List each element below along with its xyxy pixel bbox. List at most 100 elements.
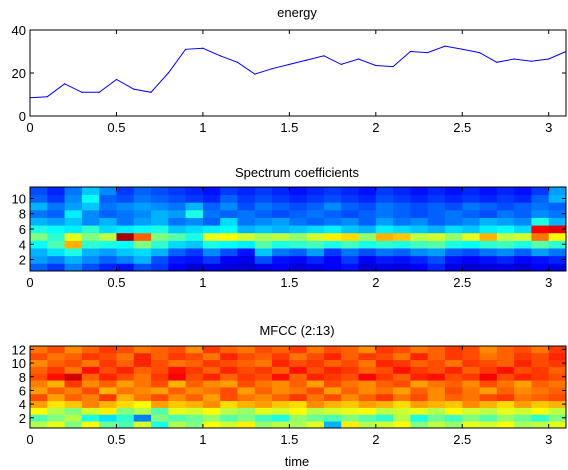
mfcc-cell <box>462 373 480 381</box>
spectrum-cell <box>323 225 342 234</box>
mfcc-cell <box>237 414 256 422</box>
spectrum-cell <box>410 194 429 203</box>
spectrum-cell <box>202 187 221 196</box>
spectrum-cell <box>462 194 480 203</box>
spectrum-cell <box>496 240 515 249</box>
spectrum-cell <box>81 255 100 264</box>
spectrum-x-tick-label: 3 <box>545 275 552 290</box>
spectrum-cell <box>462 202 480 211</box>
mfcc-cell <box>462 387 480 395</box>
spectrum-cell <box>323 248 342 257</box>
mfcc-cell <box>81 366 100 374</box>
mfcc-cell <box>272 421 290 429</box>
spectrum-cell <box>220 217 238 226</box>
spectrum-cell <box>47 255 65 264</box>
mfcc-cell <box>531 407 550 415</box>
mfcc-cell <box>237 380 256 388</box>
mfcc-y-tick-label: 6 <box>19 383 26 398</box>
spectrum-cell <box>151 255 169 264</box>
spectrum-cell <box>168 194 187 203</box>
mfcc-cell <box>306 359 325 367</box>
mfcc-cell <box>427 387 446 395</box>
mfcc-cell <box>47 407 65 415</box>
mfcc-cell <box>306 421 325 429</box>
spectrum-cell <box>47 194 65 203</box>
mfcc-cell <box>220 373 238 381</box>
spectrum-title: Spectrum coefficients <box>235 165 360 180</box>
spectrum-cell <box>375 240 394 249</box>
spectrum-cell <box>289 255 308 264</box>
spectrum-cell <box>323 187 342 196</box>
mfcc-cell <box>323 393 342 402</box>
spectrum-cell <box>358 217 377 226</box>
mfcc-cell <box>237 421 256 429</box>
spectrum-cell <box>444 248 463 257</box>
mfcc-cell <box>168 407 187 415</box>
spectrum-cell <box>116 209 135 218</box>
energy-point <box>254 73 256 75</box>
spectrum-cell <box>479 209 498 218</box>
spectrum-cell <box>151 202 169 211</box>
energy-point <box>219 55 221 57</box>
mfcc-cell <box>116 359 135 367</box>
mfcc-cell <box>531 366 550 374</box>
mfcc-cell <box>393 346 411 354</box>
mfcc-cell <box>151 414 169 422</box>
mfcc-y-tick-label: 4 <box>19 397 26 412</box>
mfcc-cell <box>427 366 446 374</box>
mfcc-cell <box>531 393 550 402</box>
spectrum-cell <box>410 187 429 196</box>
mfcc-cell <box>237 352 256 361</box>
mfcc-cell <box>254 387 273 395</box>
mfcc-cell <box>496 421 515 429</box>
mfcc-cell <box>64 393 83 402</box>
mfcc-cell <box>323 400 342 408</box>
energy-point <box>202 47 204 49</box>
spectrum-cell <box>548 225 567 234</box>
mfcc-cell <box>220 400 238 408</box>
spectrum-cell <box>151 194 169 203</box>
energy-point <box>496 61 498 63</box>
mfcc-cell <box>462 421 480 429</box>
spectrum-cell <box>289 209 308 218</box>
mfcc-cell <box>496 380 515 388</box>
spectrum-cell <box>81 194 100 203</box>
spectrum-cell <box>30 240 48 249</box>
spectrum-cell <box>427 194 446 203</box>
energy-x-tick-label: 3 <box>545 120 552 135</box>
mfcc-cell <box>496 400 515 408</box>
mfcc-cell <box>341 421 359 429</box>
energy-point <box>81 91 83 93</box>
spectrum-cell <box>323 263 342 272</box>
mfcc-cell <box>479 393 498 402</box>
spectrum-cell <box>185 225 204 234</box>
energy-point <box>236 61 239 63</box>
spectrum-cell <box>30 255 48 264</box>
spectrum-cell <box>116 240 135 249</box>
spectrum-cell <box>289 187 308 196</box>
spectrum-cell <box>289 225 308 234</box>
spectrum-cell <box>306 240 325 249</box>
mfcc-cell <box>393 421 411 429</box>
mfcc-cell <box>151 366 169 374</box>
energy-y-tick-label: 0 <box>19 109 26 124</box>
mfcc-cell <box>358 421 377 429</box>
spectrum-cell <box>531 255 550 264</box>
spectrum-cell <box>81 232 100 241</box>
spectrum-cell <box>116 202 135 211</box>
spectrum-y-tick-label: 4 <box>19 237 26 252</box>
spectrum-cell <box>81 202 100 211</box>
spectrum-cell <box>514 202 532 211</box>
spectrum-cell <box>64 194 83 203</box>
mfcc-cell <box>289 366 308 374</box>
spectrum-cell <box>30 187 48 196</box>
mfcc-cell <box>151 352 169 361</box>
mfcc-cell <box>272 387 290 395</box>
mfcc-cell <box>548 373 567 381</box>
spectrum-cell <box>531 248 550 257</box>
mfcc-cell <box>289 346 308 354</box>
spectrum-cell <box>531 194 550 203</box>
mfcc-cell <box>133 359 152 367</box>
spectrum-cell <box>306 263 325 272</box>
mfcc-cell <box>47 346 65 354</box>
